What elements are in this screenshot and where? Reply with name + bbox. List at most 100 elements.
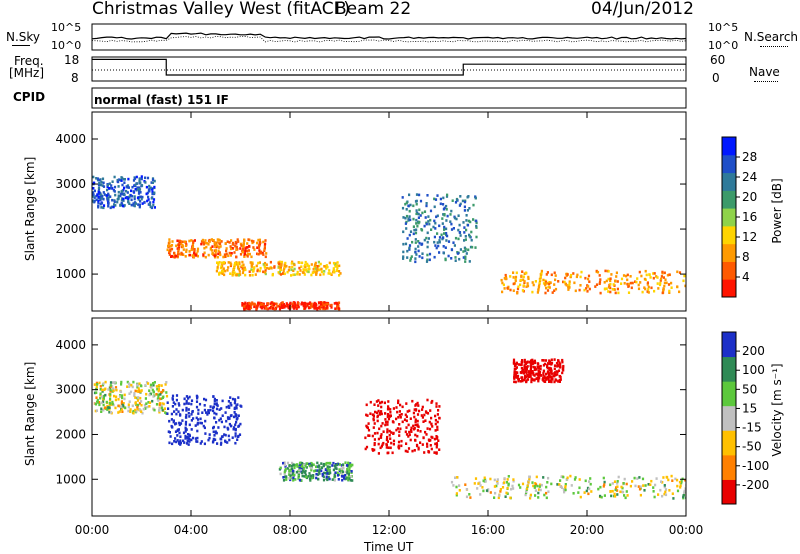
data-cell (314, 263, 317, 266)
data-cell (537, 362, 540, 366)
data-cell (386, 413, 389, 416)
data-cell (279, 267, 282, 270)
data-cell (465, 214, 468, 217)
data-cell (445, 204, 448, 208)
data-cell (417, 221, 420, 225)
data-cell (386, 407, 390, 411)
data-cell (513, 367, 516, 371)
data-cell (230, 263, 233, 266)
data-cell (327, 302, 330, 306)
data-cell (583, 288, 586, 292)
data-cell (152, 395, 155, 398)
data-cell (289, 474, 292, 478)
data-cell (147, 189, 150, 192)
data-cell (527, 275, 530, 279)
data-cell (435, 215, 438, 219)
data-cell (420, 228, 424, 232)
data-cell (220, 420, 223, 424)
data-cell (544, 359, 548, 362)
data-cell (195, 405, 199, 409)
data-cell (525, 490, 528, 493)
data-cell (542, 369, 545, 373)
data-cell (562, 368, 565, 372)
data-cell (184, 423, 187, 426)
data-cell (485, 489, 489, 492)
data-cell (338, 469, 341, 473)
data-cell (386, 435, 389, 439)
data-cell (159, 393, 162, 396)
data-cell (92, 193, 95, 196)
data-cell (237, 396, 240, 399)
data-cell (170, 418, 173, 421)
data-cell (389, 437, 392, 440)
data-cell (190, 399, 194, 402)
data-cell (512, 487, 515, 490)
data-cell (97, 188, 101, 191)
data-cell (188, 415, 191, 418)
data-cell (444, 246, 447, 249)
data-cell (155, 393, 158, 396)
data-cell (377, 452, 380, 455)
data-cell (531, 360, 535, 364)
data-cell (175, 398, 178, 402)
data-cell (111, 187, 114, 190)
data-cell (444, 258, 447, 262)
data-cell (295, 470, 298, 474)
data-cell (384, 420, 388, 424)
data-cell (95, 177, 98, 180)
data-cell (629, 281, 632, 285)
data-cell (610, 494, 613, 498)
data-cell (295, 463, 299, 466)
data-cell (257, 244, 261, 247)
data-cell (420, 414, 423, 417)
data-cell (197, 412, 200, 415)
data-cell (466, 209, 469, 212)
data-cell (107, 406, 110, 409)
data-cell (265, 252, 268, 255)
data-cell (273, 307, 276, 311)
data-cell (405, 433, 409, 436)
data-cell (516, 374, 520, 378)
data-cell (407, 217, 410, 221)
data-cell (151, 399, 154, 403)
data-cell (631, 480, 634, 483)
data-cell (433, 451, 436, 454)
data-cell (238, 262, 241, 266)
data-cell (599, 278, 602, 281)
data-cell (423, 451, 426, 454)
data-cell (348, 468, 351, 472)
data-cell (213, 411, 216, 415)
data-cell (258, 249, 261, 252)
data-cell (520, 366, 523, 370)
data-cell (204, 432, 207, 435)
data-cell (526, 374, 529, 377)
data-cell (397, 440, 401, 444)
data-cell (341, 470, 345, 474)
data-cell (216, 442, 219, 445)
data-cell (324, 468, 327, 472)
data-cell (364, 447, 367, 451)
data-cell (351, 479, 354, 482)
data-cell (626, 494, 629, 497)
data-cell (102, 403, 105, 407)
data-cell (256, 241, 259, 245)
data-cell (678, 480, 682, 484)
data-cell (544, 291, 547, 295)
data-cell (447, 254, 450, 258)
data-cell (301, 464, 304, 467)
data-cell (332, 461, 335, 465)
data-cell (643, 489, 646, 492)
data-cell (534, 489, 537, 492)
data-cell (467, 219, 470, 223)
data-cell (332, 261, 336, 265)
data-cell (176, 254, 179, 258)
data-cell (92, 187, 95, 190)
data-cell (464, 238, 467, 241)
data-cell (106, 188, 109, 192)
data-cell (602, 485, 605, 488)
data-cell (530, 364, 533, 368)
data-cell (136, 399, 140, 402)
data-cell (561, 360, 564, 364)
data-cell (543, 376, 546, 380)
data-cell (99, 194, 102, 197)
